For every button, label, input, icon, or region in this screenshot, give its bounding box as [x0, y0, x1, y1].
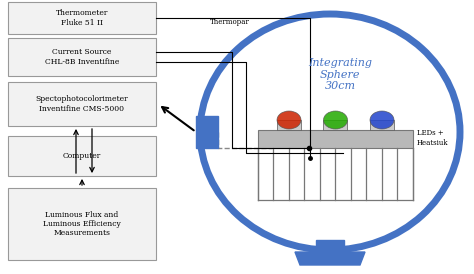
- Text: LEDs +
Heatsiuk: LEDs + Heatsiuk: [417, 129, 448, 147]
- Polygon shape: [295, 252, 365, 265]
- Bar: [8, 2, 156, 34]
- Text: Spectophotocolorimeter
Inventifine CMS-5000: Spectophotocolorimeter Inventifine CMS-5…: [36, 95, 128, 113]
- Bar: [8, 82, 156, 126]
- Bar: [323, 120, 347, 130]
- Bar: [8, 136, 156, 176]
- Bar: [8, 38, 156, 76]
- Ellipse shape: [323, 111, 347, 129]
- Ellipse shape: [200, 14, 460, 250]
- Ellipse shape: [277, 111, 301, 129]
- Bar: [8, 188, 156, 260]
- Bar: [196, 116, 218, 148]
- Text: Current Source
CHL-8B Inventifine: Current Source CHL-8B Inventifine: [45, 48, 119, 65]
- Text: Computer: Computer: [63, 152, 101, 160]
- Text: Thermopar: Thermopar: [210, 18, 250, 26]
- Bar: [258, 130, 413, 148]
- Ellipse shape: [370, 111, 394, 129]
- Polygon shape: [316, 240, 344, 252]
- Bar: [277, 120, 301, 130]
- Bar: [370, 120, 394, 130]
- Text: Integrating
Sphere
30cm: Integrating Sphere 30cm: [308, 58, 372, 91]
- Text: Luminous Flux and
Luminous Efficiency
Measurements: Luminous Flux and Luminous Efficiency Me…: [43, 211, 121, 237]
- Text: Thermometer
Fluke 51 II: Thermometer Fluke 51 II: [56, 9, 108, 27]
